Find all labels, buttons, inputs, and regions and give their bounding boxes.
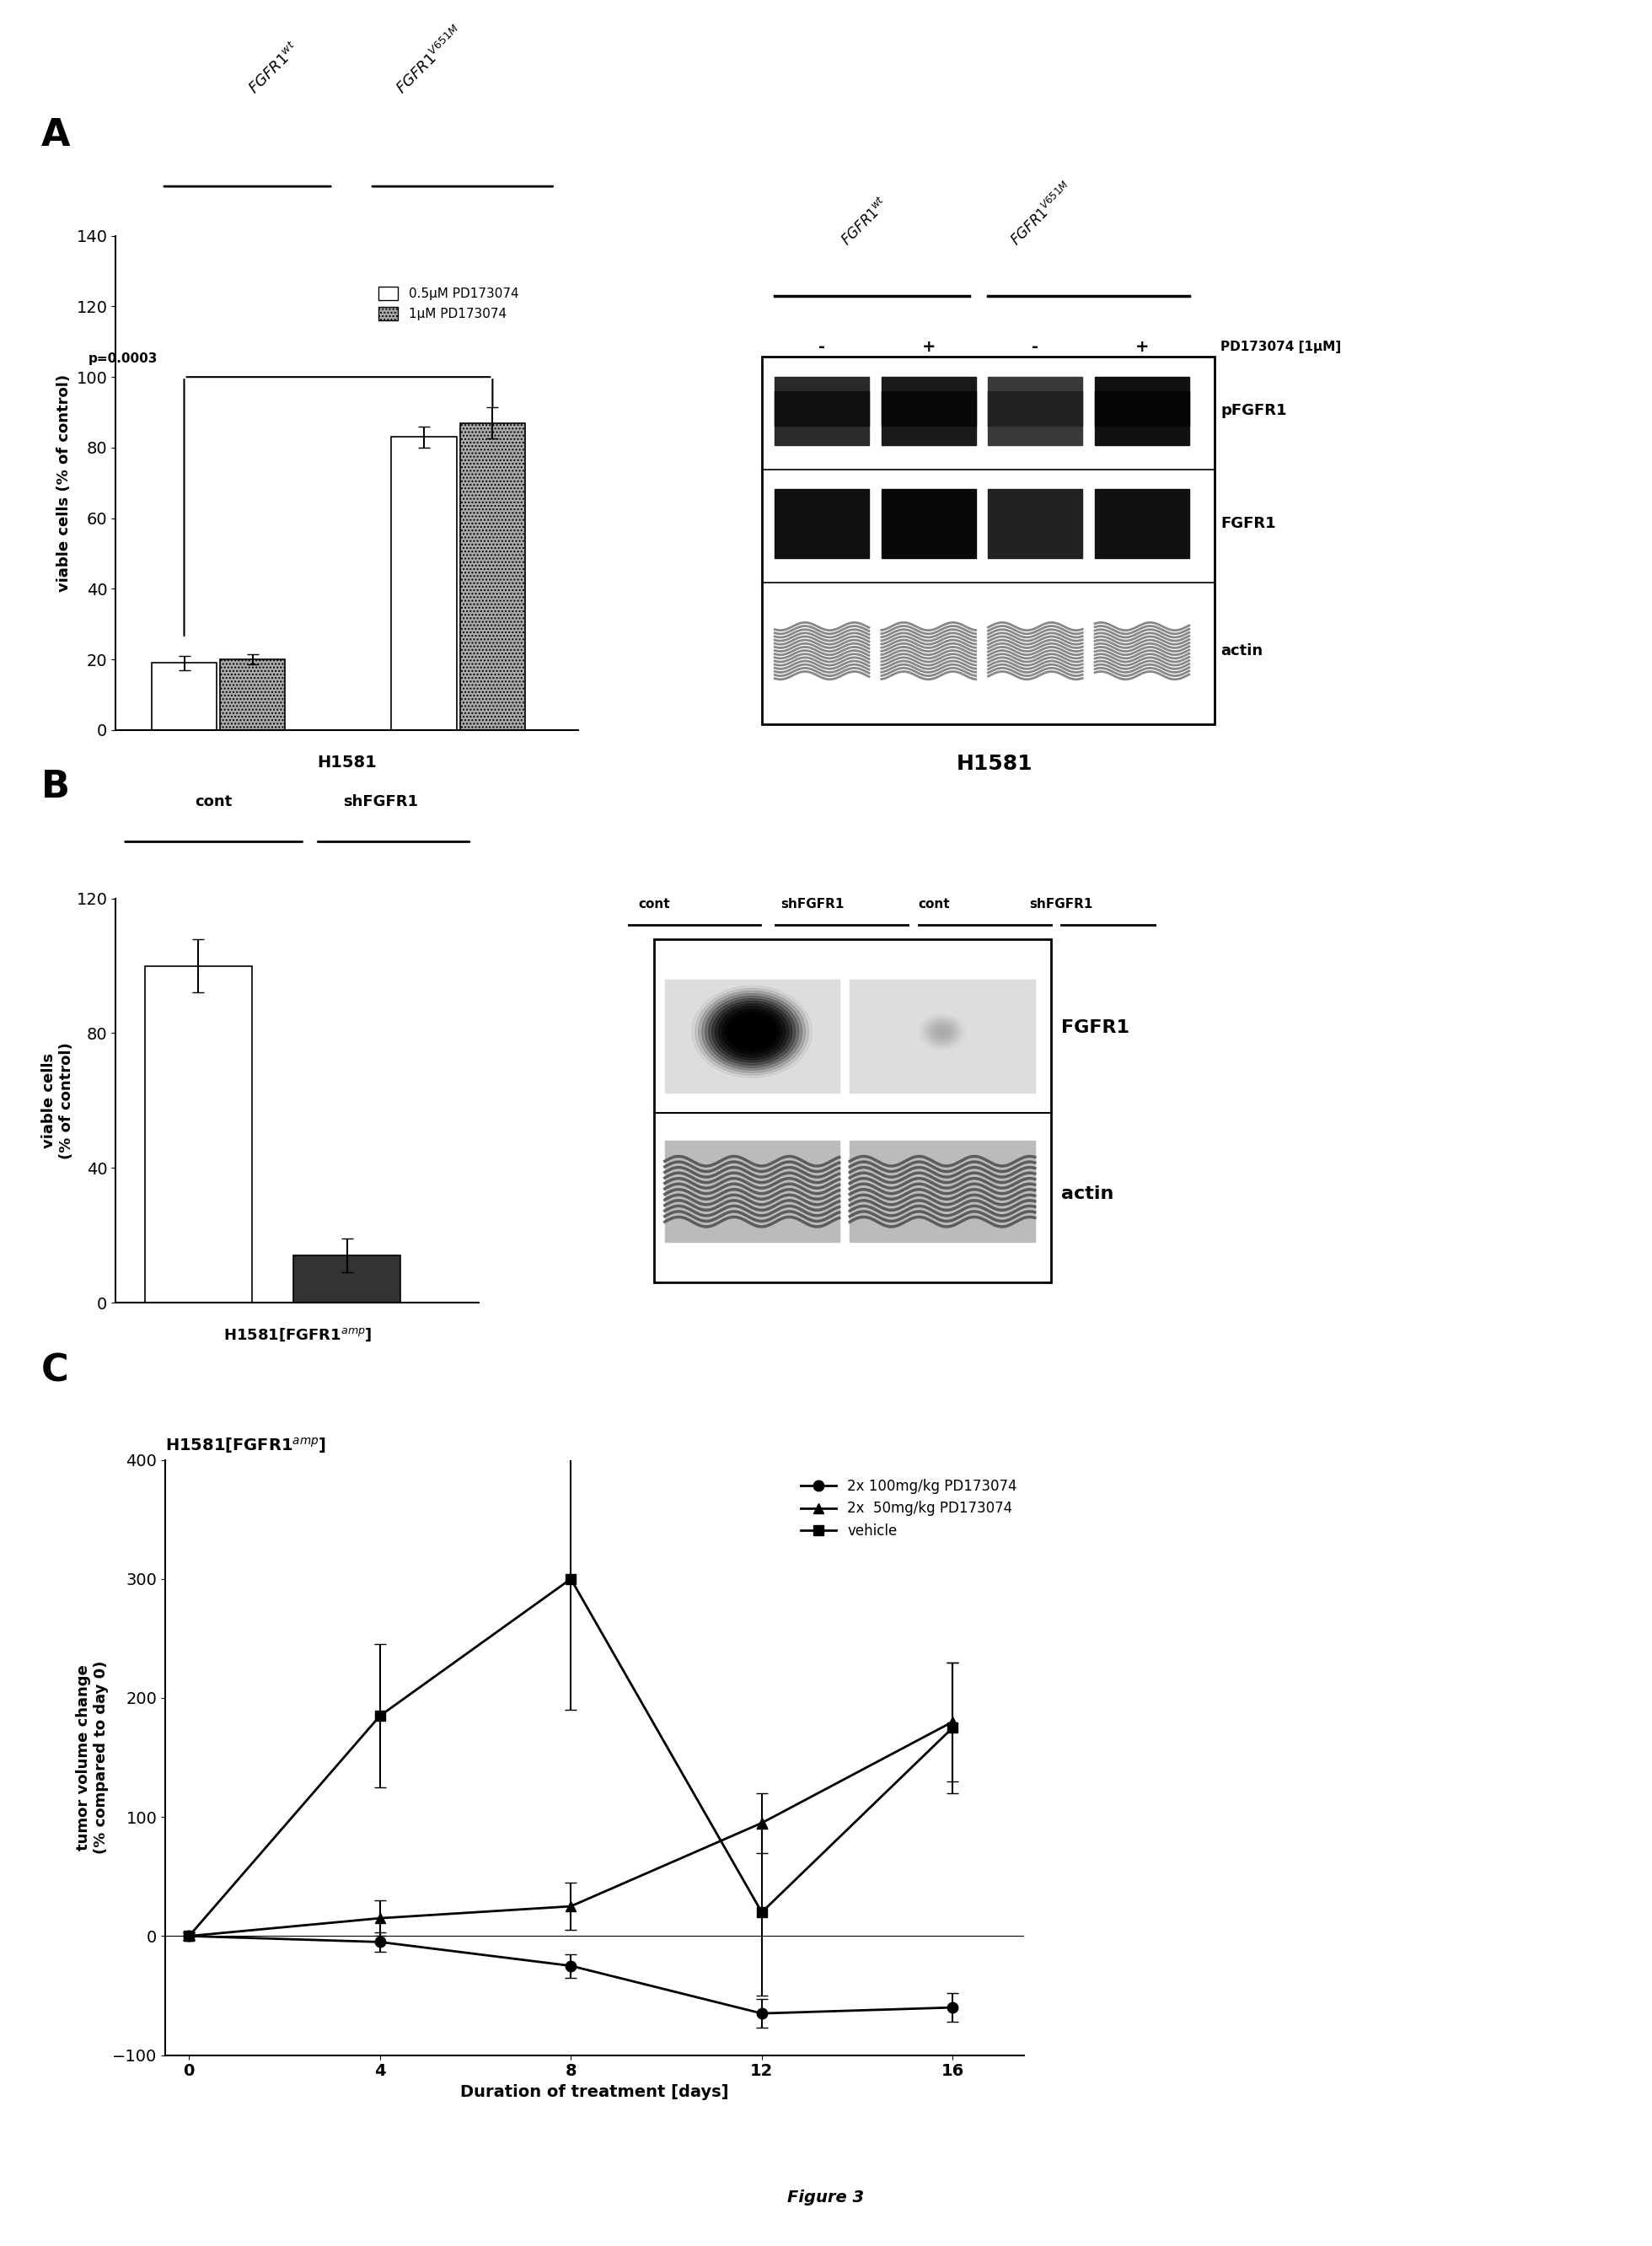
Text: A: A bbox=[41, 117, 71, 153]
Circle shape bbox=[715, 1004, 788, 1060]
Circle shape bbox=[738, 1022, 765, 1042]
Circle shape bbox=[933, 1024, 952, 1038]
Circle shape bbox=[732, 1017, 771, 1047]
Y-axis label: viable cells
(% of control): viable cells (% of control) bbox=[41, 1042, 74, 1159]
Text: H1581: H1581 bbox=[957, 755, 1032, 775]
Text: $\it{FGFR1^{V651M}}$: $\it{FGFR1^{V651M}}$ bbox=[393, 22, 468, 97]
Circle shape bbox=[719, 1006, 785, 1058]
Circle shape bbox=[702, 993, 803, 1069]
FancyBboxPatch shape bbox=[654, 939, 1051, 1282]
Bar bbox=[152, 663, 216, 730]
Bar bbox=[1095, 377, 1189, 445]
Y-axis label: viable cells (% of control): viable cells (% of control) bbox=[56, 375, 71, 591]
Bar bbox=[775, 377, 869, 445]
Circle shape bbox=[922, 1015, 963, 1047]
Circle shape bbox=[695, 988, 809, 1076]
Circle shape bbox=[712, 1002, 791, 1062]
Legend: 2x 100mg/kg PD173074, 2x  50mg/kg PD173074, vehicle: 2x 100mg/kg PD173074, 2x 50mg/kg PD17307… bbox=[801, 1478, 1018, 1539]
Circle shape bbox=[919, 1013, 966, 1049]
Text: +: + bbox=[922, 339, 935, 355]
Text: C: C bbox=[41, 1352, 69, 1388]
Circle shape bbox=[928, 1020, 957, 1042]
Text: $\it{FGFR1^{V651M}}$: $\it{FGFR1^{V651M}}$ bbox=[1008, 180, 1077, 249]
Circle shape bbox=[729, 1013, 775, 1049]
Text: cont: cont bbox=[919, 898, 950, 910]
Bar bbox=[988, 377, 1082, 445]
Text: $\it{FGFR1^{wt}}$: $\it{FGFR1^{wt}}$ bbox=[838, 195, 892, 249]
Bar bbox=[882, 377, 976, 445]
Text: FGFR1: FGFR1 bbox=[1221, 517, 1275, 530]
Bar bbox=[988, 490, 1082, 557]
Bar bbox=[459, 422, 525, 730]
Text: shFGFR1: shFGFR1 bbox=[344, 795, 418, 809]
Circle shape bbox=[748, 1029, 755, 1035]
Bar bbox=[849, 1141, 1034, 1242]
Text: p=0.0003: p=0.0003 bbox=[88, 353, 157, 366]
Legend: 0.5μM PD173074, 1μM PD173074: 0.5μM PD173074, 1μM PD173074 bbox=[373, 281, 524, 326]
Circle shape bbox=[745, 1026, 758, 1038]
Text: $\it{FGFR1^{wt}}$: $\it{FGFR1^{wt}}$ bbox=[244, 40, 302, 97]
Circle shape bbox=[725, 1011, 778, 1051]
Text: actin: actin bbox=[1061, 1186, 1113, 1202]
Text: pFGFR1: pFGFR1 bbox=[1221, 404, 1287, 418]
Bar bbox=[664, 979, 839, 1092]
Circle shape bbox=[925, 1017, 960, 1044]
Bar bbox=[664, 1141, 839, 1242]
Text: H1581: H1581 bbox=[317, 755, 377, 770]
Bar bbox=[988, 391, 1082, 424]
Bar bbox=[775, 391, 869, 424]
Bar bbox=[882, 391, 976, 424]
Bar bbox=[882, 490, 976, 557]
Text: -: - bbox=[818, 339, 826, 355]
FancyBboxPatch shape bbox=[762, 357, 1214, 725]
Bar bbox=[775, 490, 869, 557]
Circle shape bbox=[735, 1020, 768, 1044]
Bar bbox=[1095, 391, 1189, 424]
Text: H1581[FGFR1$^{amp}$]: H1581[FGFR1$^{amp}$] bbox=[165, 1435, 325, 1455]
Text: shFGFR1: shFGFR1 bbox=[781, 898, 844, 910]
Text: H1581[FGFR1$^{amp}$]: H1581[FGFR1$^{amp}$] bbox=[223, 1327, 372, 1343]
Circle shape bbox=[742, 1024, 762, 1040]
Text: actin: actin bbox=[1221, 642, 1262, 658]
Text: cont: cont bbox=[638, 898, 671, 910]
Circle shape bbox=[940, 1029, 945, 1033]
Bar bbox=[1095, 490, 1189, 557]
Text: shFGFR1: shFGFR1 bbox=[1029, 898, 1094, 910]
Bar bbox=[392, 438, 456, 730]
Bar bbox=[292, 1256, 400, 1303]
Circle shape bbox=[705, 995, 798, 1067]
Text: +: + bbox=[1135, 339, 1150, 355]
Circle shape bbox=[722, 1008, 781, 1056]
Circle shape bbox=[930, 1022, 955, 1040]
Bar bbox=[220, 660, 286, 730]
Circle shape bbox=[699, 990, 806, 1074]
Text: Figure 3: Figure 3 bbox=[788, 2190, 864, 2206]
Text: FGFR1: FGFR1 bbox=[1061, 1020, 1130, 1035]
Text: PD173074 [1μM]: PD173074 [1μM] bbox=[1221, 341, 1341, 353]
Y-axis label: tumor volume change
(% compared to day 0): tumor volume change (% compared to day 0… bbox=[76, 1660, 109, 1855]
Text: B: B bbox=[41, 768, 69, 804]
Bar bbox=[849, 979, 1034, 1092]
Text: -: - bbox=[1032, 339, 1039, 355]
Circle shape bbox=[709, 999, 795, 1065]
X-axis label: Duration of treatment [days]: Duration of treatment [days] bbox=[461, 2084, 729, 2100]
Bar bbox=[145, 966, 251, 1303]
Circle shape bbox=[937, 1026, 948, 1035]
Text: cont: cont bbox=[195, 795, 233, 809]
